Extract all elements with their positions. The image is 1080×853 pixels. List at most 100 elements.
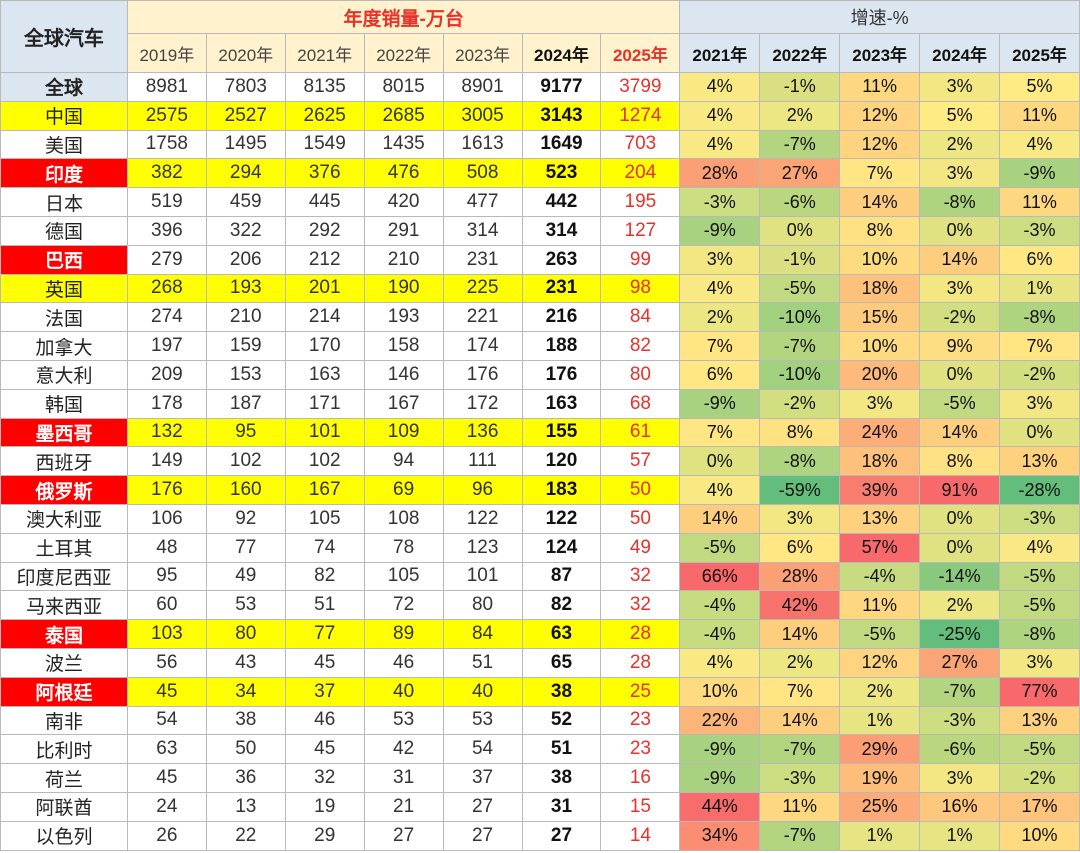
sales-value: 2625 <box>284 100 365 131</box>
growth-value: 13% <box>839 503 921 534</box>
country-name: 澳大利亚 <box>0 503 128 534</box>
growth-value: 4% <box>679 72 761 102</box>
growth-value: 3% <box>919 72 1001 102</box>
table-row: 日本 519 459 445 420 477 442 195 -3% -6% 14% -8% 11% <box>0 187 1080 217</box>
sales-value: 172 <box>442 388 523 419</box>
growth-value: -5% <box>999 734 1080 765</box>
growth-value: -5% <box>919 388 1001 419</box>
sales-value: 16 <box>600 763 681 793</box>
growth-year-header: 2021年 <box>679 33 761 73</box>
country-name: 加拿大 <box>0 331 128 361</box>
growth-value: -8% <box>919 187 1001 217</box>
growth-year-header: 2022年 <box>759 33 841 73</box>
sales-value: 51 <box>442 647 523 678</box>
sales-value: 51 <box>284 590 365 621</box>
growth-value: 0% <box>679 446 761 477</box>
sales-value: 105 <box>284 503 365 534</box>
sales-value: 89 <box>363 619 444 649</box>
table-row: 俄罗斯 176 160 167 69 96 183 50 4% -59% 39% 91% -28% <box>0 475 1080 505</box>
sales-value: 420 <box>363 187 444 217</box>
sales-value: 523 <box>521 158 602 189</box>
growth-value: 14% <box>759 619 841 649</box>
table-row: 泰国 103 80 77 89 84 63 28 -4% 14% -5% -25% -8% <box>0 619 1080 649</box>
country-name: 英国 <box>0 273 128 304</box>
sales-value: 159 <box>205 331 286 361</box>
growth-value: 25% <box>839 791 921 822</box>
sales-value: 32 <box>284 763 365 793</box>
growth-value: 6% <box>679 359 761 390</box>
growth-value: 10% <box>839 244 921 275</box>
growth-value: 4% <box>679 100 761 131</box>
growth-value: 8% <box>919 446 1001 477</box>
growth-value: -8% <box>759 446 841 477</box>
growth-value: -2% <box>759 388 841 419</box>
table-row: 法国 274 210 214 193 221 216 84 2% -10% 15% -2% -8% <box>0 302 1080 333</box>
growth-value: 10% <box>679 676 761 707</box>
sales-value: 122 <box>521 503 602 534</box>
growth-value: 4% <box>679 273 761 304</box>
growth-value: 12% <box>839 100 921 131</box>
country-name: 比利时 <box>0 734 128 765</box>
growth-value: -6% <box>759 187 841 217</box>
sales-value: 108 <box>363 503 444 534</box>
sales-value: 176 <box>442 359 523 390</box>
sales-value: 263 <box>521 244 602 275</box>
country-name: 韩国 <box>0 388 128 419</box>
sales-value: 221 <box>442 302 523 333</box>
growth-value: -7% <box>759 331 841 361</box>
sales-value: 170 <box>284 331 365 361</box>
table-row: 韩国 178 187 171 167 172 163 68 -9% -2% 3% -5% 3% <box>0 388 1080 419</box>
growth-value: 6% <box>999 244 1080 275</box>
sales-value: 396 <box>126 215 207 246</box>
growth-value: 14% <box>919 244 1001 275</box>
sales-value: 37 <box>284 676 365 707</box>
sales-year-header: 2023年 <box>442 33 523 73</box>
sales-value: 27 <box>442 791 523 822</box>
growth-value: 4% <box>999 532 1080 563</box>
sales-value: 50 <box>205 734 286 765</box>
sales-value: 102 <box>284 446 365 477</box>
sales-value: 1613 <box>442 129 523 160</box>
growth-value: 10% <box>839 331 921 361</box>
sales-value: 174 <box>442 331 523 361</box>
sales-value: 13 <box>205 791 286 822</box>
table-row: 阿联酋 24 13 19 21 27 31 15 44% 11% 25% 16% 17% <box>0 791 1080 822</box>
growth-value: -3% <box>999 503 1080 534</box>
country-name: 印度 <box>0 158 128 189</box>
sales-value: 8901 <box>442 72 523 102</box>
sales-value: 84 <box>442 619 523 649</box>
table-row: 印度尼西亚 95 49 82 105 101 87 32 66% 28% -4% -14% -5% <box>0 561 1080 592</box>
sales-value: 101 <box>442 561 523 592</box>
country-name: 法国 <box>0 302 128 333</box>
growth-value: -1% <box>759 72 841 102</box>
growth-value: 66% <box>679 561 761 592</box>
growth-value: -5% <box>999 590 1080 621</box>
sales-value: 63 <box>521 619 602 649</box>
sales-value: 8981 <box>126 72 207 102</box>
growth-value: -3% <box>759 763 841 793</box>
growth-value: -5% <box>679 532 761 563</box>
country-name: 全球 <box>0 72 128 102</box>
growth-value: 39% <box>839 475 921 505</box>
sales-value: 2575 <box>126 100 207 131</box>
sales-value: 291 <box>363 215 444 246</box>
sales-value: 127 <box>600 215 681 246</box>
sales-value: 105 <box>363 561 444 592</box>
sales-value: 40 <box>363 676 444 707</box>
sales-value: 53 <box>363 705 444 736</box>
sales-value: 27 <box>363 820 444 851</box>
sales-section-title: 年度销量-万台 <box>126 0 681 34</box>
growth-value: 29% <box>839 734 921 765</box>
growth-value: -25% <box>919 619 1001 649</box>
growth-value: 91% <box>919 475 1001 505</box>
growth-value: 2% <box>919 590 1001 621</box>
sales-value: 9177 <box>521 72 602 102</box>
growth-value: 0% <box>919 503 1001 534</box>
growth-value: -2% <box>999 359 1080 390</box>
sales-value: 92 <box>205 503 286 534</box>
country-name: 阿根廷 <box>0 676 128 707</box>
growth-value: -5% <box>759 273 841 304</box>
growth-value: 8% <box>759 417 841 448</box>
sales-value: 32 <box>600 561 681 592</box>
sales-year-header: 2024年 <box>521 33 602 73</box>
